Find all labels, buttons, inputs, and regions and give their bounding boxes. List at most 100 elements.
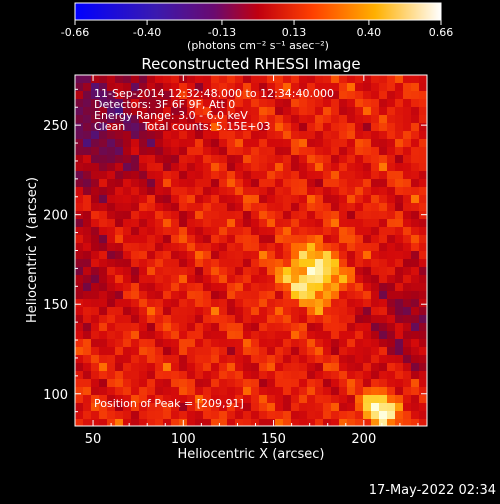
heatmap-cell	[331, 267, 340, 276]
heatmap-cell	[251, 259, 260, 268]
heatmap-cell	[203, 107, 212, 116]
heatmap-cell	[411, 243, 420, 252]
heatmap-cell	[131, 227, 140, 236]
heatmap-cell	[243, 235, 252, 244]
heatmap-cell	[299, 83, 308, 92]
heatmap-cell	[179, 123, 188, 132]
heatmap-cell	[227, 139, 236, 148]
heatmap-cell	[171, 299, 180, 308]
heatmap-cell	[331, 419, 340, 426]
heatmap-cell	[331, 211, 340, 220]
y-tick-label: 100	[43, 388, 68, 403]
heatmap-cell	[371, 323, 380, 332]
heatmap-cell	[147, 171, 156, 180]
heatmap-cell	[299, 195, 308, 204]
heatmap-cell	[227, 315, 236, 324]
heatmap-cell	[147, 139, 156, 148]
heatmap-cell	[131, 243, 140, 252]
heatmap-cell	[355, 139, 364, 148]
heatmap-cell	[339, 259, 348, 268]
heatmap-cell	[395, 387, 404, 396]
heatmap-cell	[91, 371, 100, 380]
heatmap-cell	[219, 179, 228, 188]
heatmap-cell	[155, 123, 164, 132]
heatmap-cell	[347, 195, 356, 204]
heatmap-cell	[323, 339, 332, 348]
heatmap-cell	[275, 243, 284, 252]
heatmap-cell	[243, 267, 252, 276]
heatmap-cell	[259, 347, 268, 356]
heatmap-cell	[283, 115, 292, 124]
heatmap-cell	[227, 115, 236, 124]
heatmap-cell	[75, 171, 84, 180]
heatmap-cell	[355, 147, 364, 156]
heatmap-cell	[219, 235, 228, 244]
heatmap-cell	[403, 179, 412, 188]
heatmap-cell	[403, 315, 412, 324]
heatmap-cell	[107, 291, 116, 300]
heatmap-cell	[411, 379, 420, 388]
heatmap-cell	[371, 379, 380, 388]
heatmap-cell	[139, 387, 148, 396]
heatmap-cell	[251, 203, 260, 212]
heatmap-cell	[99, 179, 108, 188]
heatmap-cell	[411, 203, 420, 212]
heatmap-cell	[171, 371, 180, 380]
heatmap-cell	[315, 147, 324, 156]
heatmap-cell	[371, 91, 380, 100]
heatmap-cell	[371, 99, 380, 108]
heatmap-cell	[131, 163, 140, 172]
heatmap-cell	[83, 147, 92, 156]
heatmap-cell	[195, 363, 204, 372]
heatmap-cell	[139, 195, 148, 204]
heatmap-cell	[99, 155, 108, 164]
heatmap-cell	[323, 299, 332, 308]
heatmap-cell	[147, 395, 156, 404]
heatmap-cell	[243, 323, 252, 332]
heatmap-cell	[139, 291, 148, 300]
heatmap-cell	[115, 171, 124, 180]
heatmap-cell	[363, 347, 372, 356]
heatmap-cell	[163, 187, 172, 196]
heatmap-cell	[147, 243, 156, 252]
heatmap-cell	[203, 283, 212, 292]
heatmap-cell	[147, 299, 156, 308]
heatmap-cell	[331, 171, 340, 180]
heatmap-cell	[283, 187, 292, 196]
heatmap-cell	[347, 371, 356, 380]
heatmap-cell	[347, 139, 356, 148]
heatmap-cell	[395, 155, 404, 164]
heatmap-cell	[387, 219, 396, 228]
heatmap-cell	[139, 83, 148, 92]
heatmap-cell	[139, 211, 148, 220]
heatmap-cell	[379, 179, 388, 188]
heatmap-cell	[243, 363, 252, 372]
heatmap-cell	[323, 363, 332, 372]
heatmap-cell	[379, 371, 388, 380]
heatmap-cell	[339, 203, 348, 212]
heatmap-cell	[171, 83, 180, 92]
heatmap-cell	[219, 419, 228, 426]
heatmap-cell	[315, 99, 324, 108]
heatmap-cell	[203, 91, 212, 100]
heatmap-cell	[171, 131, 180, 140]
heatmap-cell	[283, 259, 292, 268]
heatmap-cell	[203, 379, 212, 388]
heatmap-cell	[115, 283, 124, 292]
heatmap-cell	[83, 379, 92, 388]
heatmap-cell	[83, 219, 92, 228]
heatmap-cell	[419, 179, 427, 188]
heatmap-cell	[307, 99, 316, 108]
heatmap-cell	[291, 267, 300, 276]
heatmap-cell	[419, 251, 427, 260]
heatmap-cell	[163, 235, 172, 244]
heatmap-cell	[179, 91, 188, 100]
heatmap-cell	[227, 83, 236, 92]
heatmap-cell	[139, 139, 148, 148]
heatmap-cell	[307, 379, 316, 388]
heatmap-cell	[75, 347, 84, 356]
heatmap-cell	[371, 403, 380, 412]
heatmap-cell	[347, 107, 356, 116]
heatmap-cell	[227, 75, 236, 84]
heatmap-cell	[83, 283, 92, 292]
